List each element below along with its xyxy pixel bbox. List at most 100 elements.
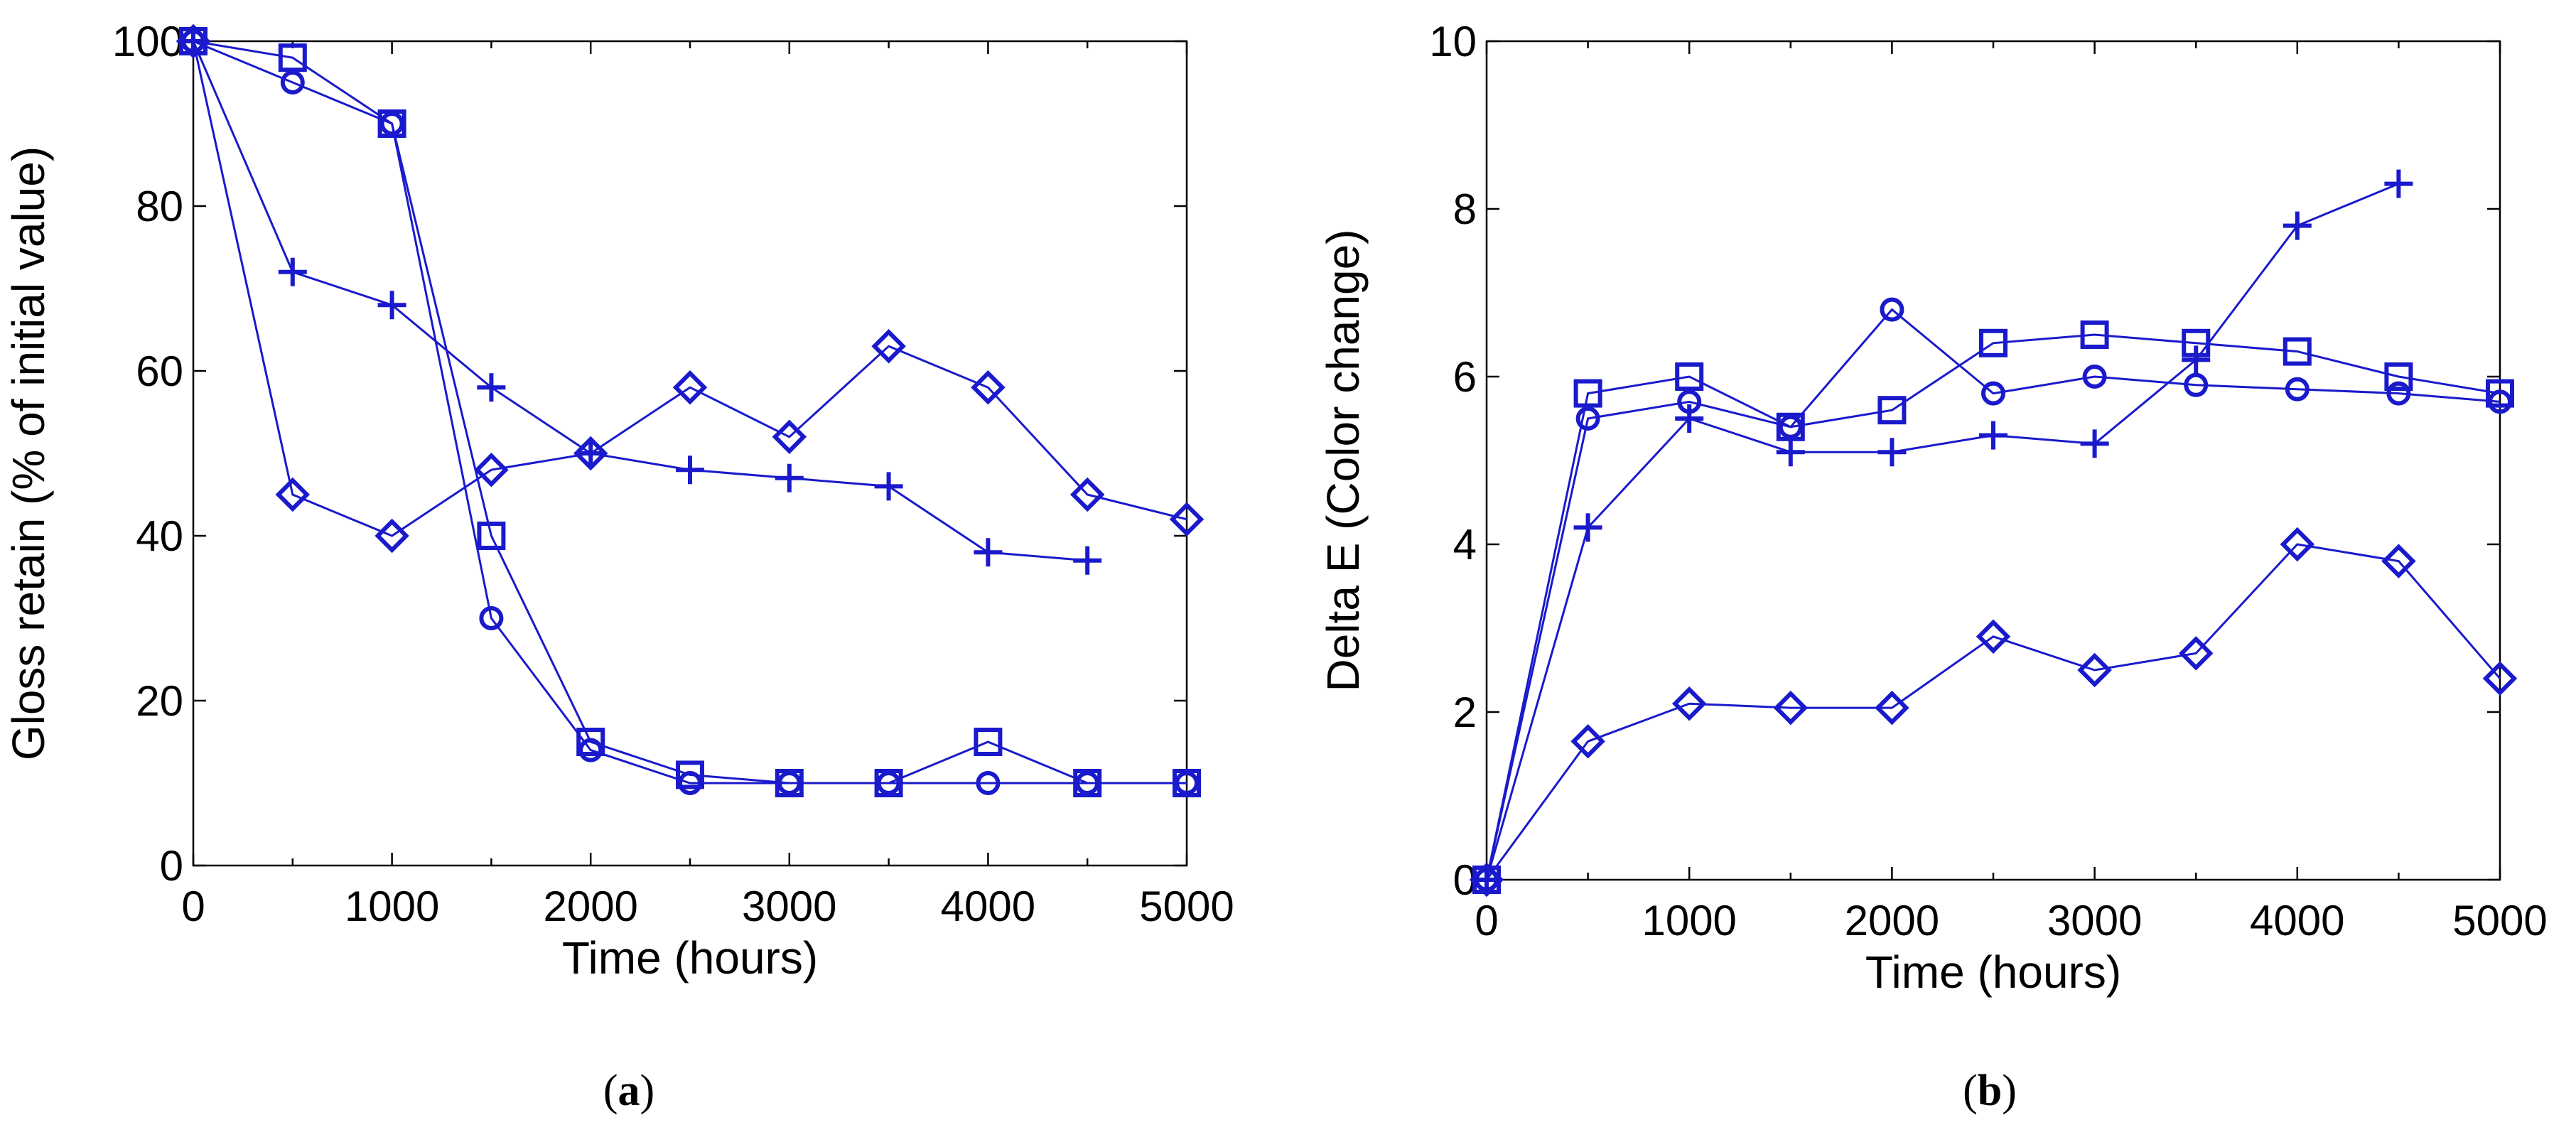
- panel-a-plus-point: [477, 373, 506, 402]
- panel-a-square-point: [974, 728, 1003, 756]
- panel-a-diamond-point: [1169, 502, 1205, 537]
- panel-b-square-point: [2486, 379, 2514, 408]
- panel-a-diamond-point: [971, 370, 1006, 405]
- panel-b-plus-point: [1979, 421, 2008, 450]
- panel-b-diamond-point: [2280, 527, 2315, 562]
- panel-b-x-tick-label: 4000: [2250, 897, 2344, 944]
- panel-b-circle-point: [1981, 381, 2005, 406]
- panel-b-series-diamond-line: [1485, 543, 2501, 880]
- panel-b-y-tick-label: 4: [1453, 521, 1477, 568]
- panel-a-plus-point: [1073, 546, 1102, 575]
- panel-b-diamond-point: [1469, 862, 1504, 897]
- panel-b-series-circle-line: [1485, 308, 2501, 880]
- panel-b-series-square-line: [1485, 333, 2501, 880]
- panel-a-square-point: [874, 769, 903, 797]
- panel-a-plus-point: [874, 472, 903, 501]
- panel-b-y-tick-label: 6: [1453, 353, 1477, 401]
- panel-b-x-tick-label: 1000: [1642, 897, 1736, 944]
- panel-a-diamond-point: [573, 436, 608, 471]
- panel-a-diamond-point: [1069, 477, 1105, 512]
- panel-a-square-point: [775, 769, 804, 797]
- panel-b-plus-point: [1573, 513, 1602, 542]
- panel-a-y-tick-label: 60: [136, 347, 183, 395]
- panel-a-y-tick-label: 100: [112, 18, 183, 65]
- panel-a-square-point: [676, 760, 704, 789]
- panel-a-y-tick-label: 40: [136, 512, 183, 560]
- panel-b-diamond-point: [1976, 619, 2011, 654]
- panel-b-square-point: [2080, 320, 2109, 349]
- panel-b-diamond-point: [2482, 661, 2518, 696]
- panel-b-x-tick-label: 0: [1475, 897, 1498, 944]
- panel-a-series-circle-line: [193, 40, 1187, 785]
- panel-a-square-point: [278, 43, 307, 72]
- panel-b-x-axis-title: Time (hours): [1865, 947, 2121, 998]
- panel-a-caption: (a): [603, 1067, 654, 1115]
- panel-b-circle-point: [1575, 406, 1600, 431]
- panel-a-y-tick-label: 80: [136, 183, 183, 230]
- panel-a-diamond-point: [176, 23, 211, 59]
- panel-b-circle-point: [2386, 381, 2411, 406]
- panel-b-diamond-point: [2077, 652, 2112, 688]
- panel-a-diamond-point: [474, 452, 509, 487]
- panel-a-series-plus-line: [192, 41, 1088, 562]
- panel-a-x-tick-label: 4000: [941, 883, 1035, 930]
- panel-b-circle-point: [1880, 297, 1904, 322]
- panel-a-circle-point: [280, 70, 305, 95]
- panel-b-diamond-point: [1773, 690, 1809, 726]
- panel-b-plus-point: [2283, 211, 2312, 240]
- panel-a-plus-point: [377, 291, 406, 320]
- panel-b-plus-point: [1675, 404, 1704, 433]
- panel-a-plus-point: [775, 463, 804, 492]
- panel-a-square-point: [576, 728, 605, 756]
- panel-a-plus-point: [576, 439, 605, 468]
- panel-b-diamond-point: [2381, 544, 2416, 578]
- panel-a-plus-point: [974, 538, 1003, 567]
- panel-b-caption: (b): [1963, 1067, 2017, 1115]
- panel-a-plus-point: [676, 456, 704, 485]
- panel-a-diamond-point: [672, 370, 708, 405]
- panel-b-plus-point: [2182, 345, 2211, 374]
- panel-a-x-tick-label: 2000: [543, 883, 637, 930]
- panel-b-plot-frame: [1485, 40, 2501, 881]
- panel-a-series-square-line: [193, 40, 1187, 785]
- panel-b-plus-point: [1877, 438, 1907, 467]
- panel-b-circle-point: [2082, 365, 2107, 389]
- panel-b-plus-point: [2384, 169, 2413, 198]
- panel-b-circle-point: [2285, 377, 2310, 401]
- panel-a-series-diamond-line: [192, 41, 1187, 537]
- panel-b-diamond-point: [1570, 724, 1605, 759]
- panel-b-square-point: [1675, 362, 1704, 391]
- panel-a-plus-point: [179, 27, 208, 55]
- panel-a-x-tick-label: 1000: [345, 883, 439, 930]
- panel-a-x-tick-label: 0: [181, 883, 205, 930]
- panel-a-square-point: [477, 522, 506, 550]
- panel-b-y-tick-label: 10: [1429, 18, 1477, 65]
- panel-a-y-tick-label: 20: [136, 677, 183, 725]
- panel-b-x-tick-label: 3000: [2047, 897, 2142, 944]
- panel-a-x-axis-title: Time (hours): [562, 932, 818, 983]
- panel-b-circle-point: [2184, 372, 2209, 397]
- panel-b-square-point: [1573, 379, 1602, 408]
- panel-b-x-tick-label: 2000: [1845, 897, 1939, 944]
- panel-b-x-tick-label: 5000: [2452, 897, 2547, 944]
- panel-a-square-point: [1073, 769, 1102, 797]
- panel-b-series-plus-line: [1485, 183, 2399, 880]
- panel-a-x-tick-label: 3000: [742, 883, 836, 930]
- panel-b-diamond-point: [2178, 636, 2214, 671]
- panel-b-plus-point: [1776, 438, 1805, 467]
- panel-b-square-point: [2384, 362, 2413, 391]
- panel-b-square-point: [1979, 328, 2008, 357]
- panel-a-diamond-point: [374, 518, 409, 554]
- panel-b-diamond-point: [1671, 686, 1707, 721]
- panel-b-y-axis-title: Delta E (Color change): [1317, 230, 1369, 692]
- panel-a-square-point: [377, 109, 406, 138]
- panel-b-plus-point: [1472, 866, 1501, 894]
- panel-a-diamond-point: [871, 328, 906, 364]
- panel-a-square-point: [1173, 769, 1201, 797]
- panel-a-y-axis-title: Gloss retain (% of initial value): [3, 146, 54, 760]
- panel-b-diamond-point: [1875, 690, 1909, 726]
- panel-a-circle-point: [479, 606, 504, 630]
- panel-a-diamond-point: [772, 419, 807, 455]
